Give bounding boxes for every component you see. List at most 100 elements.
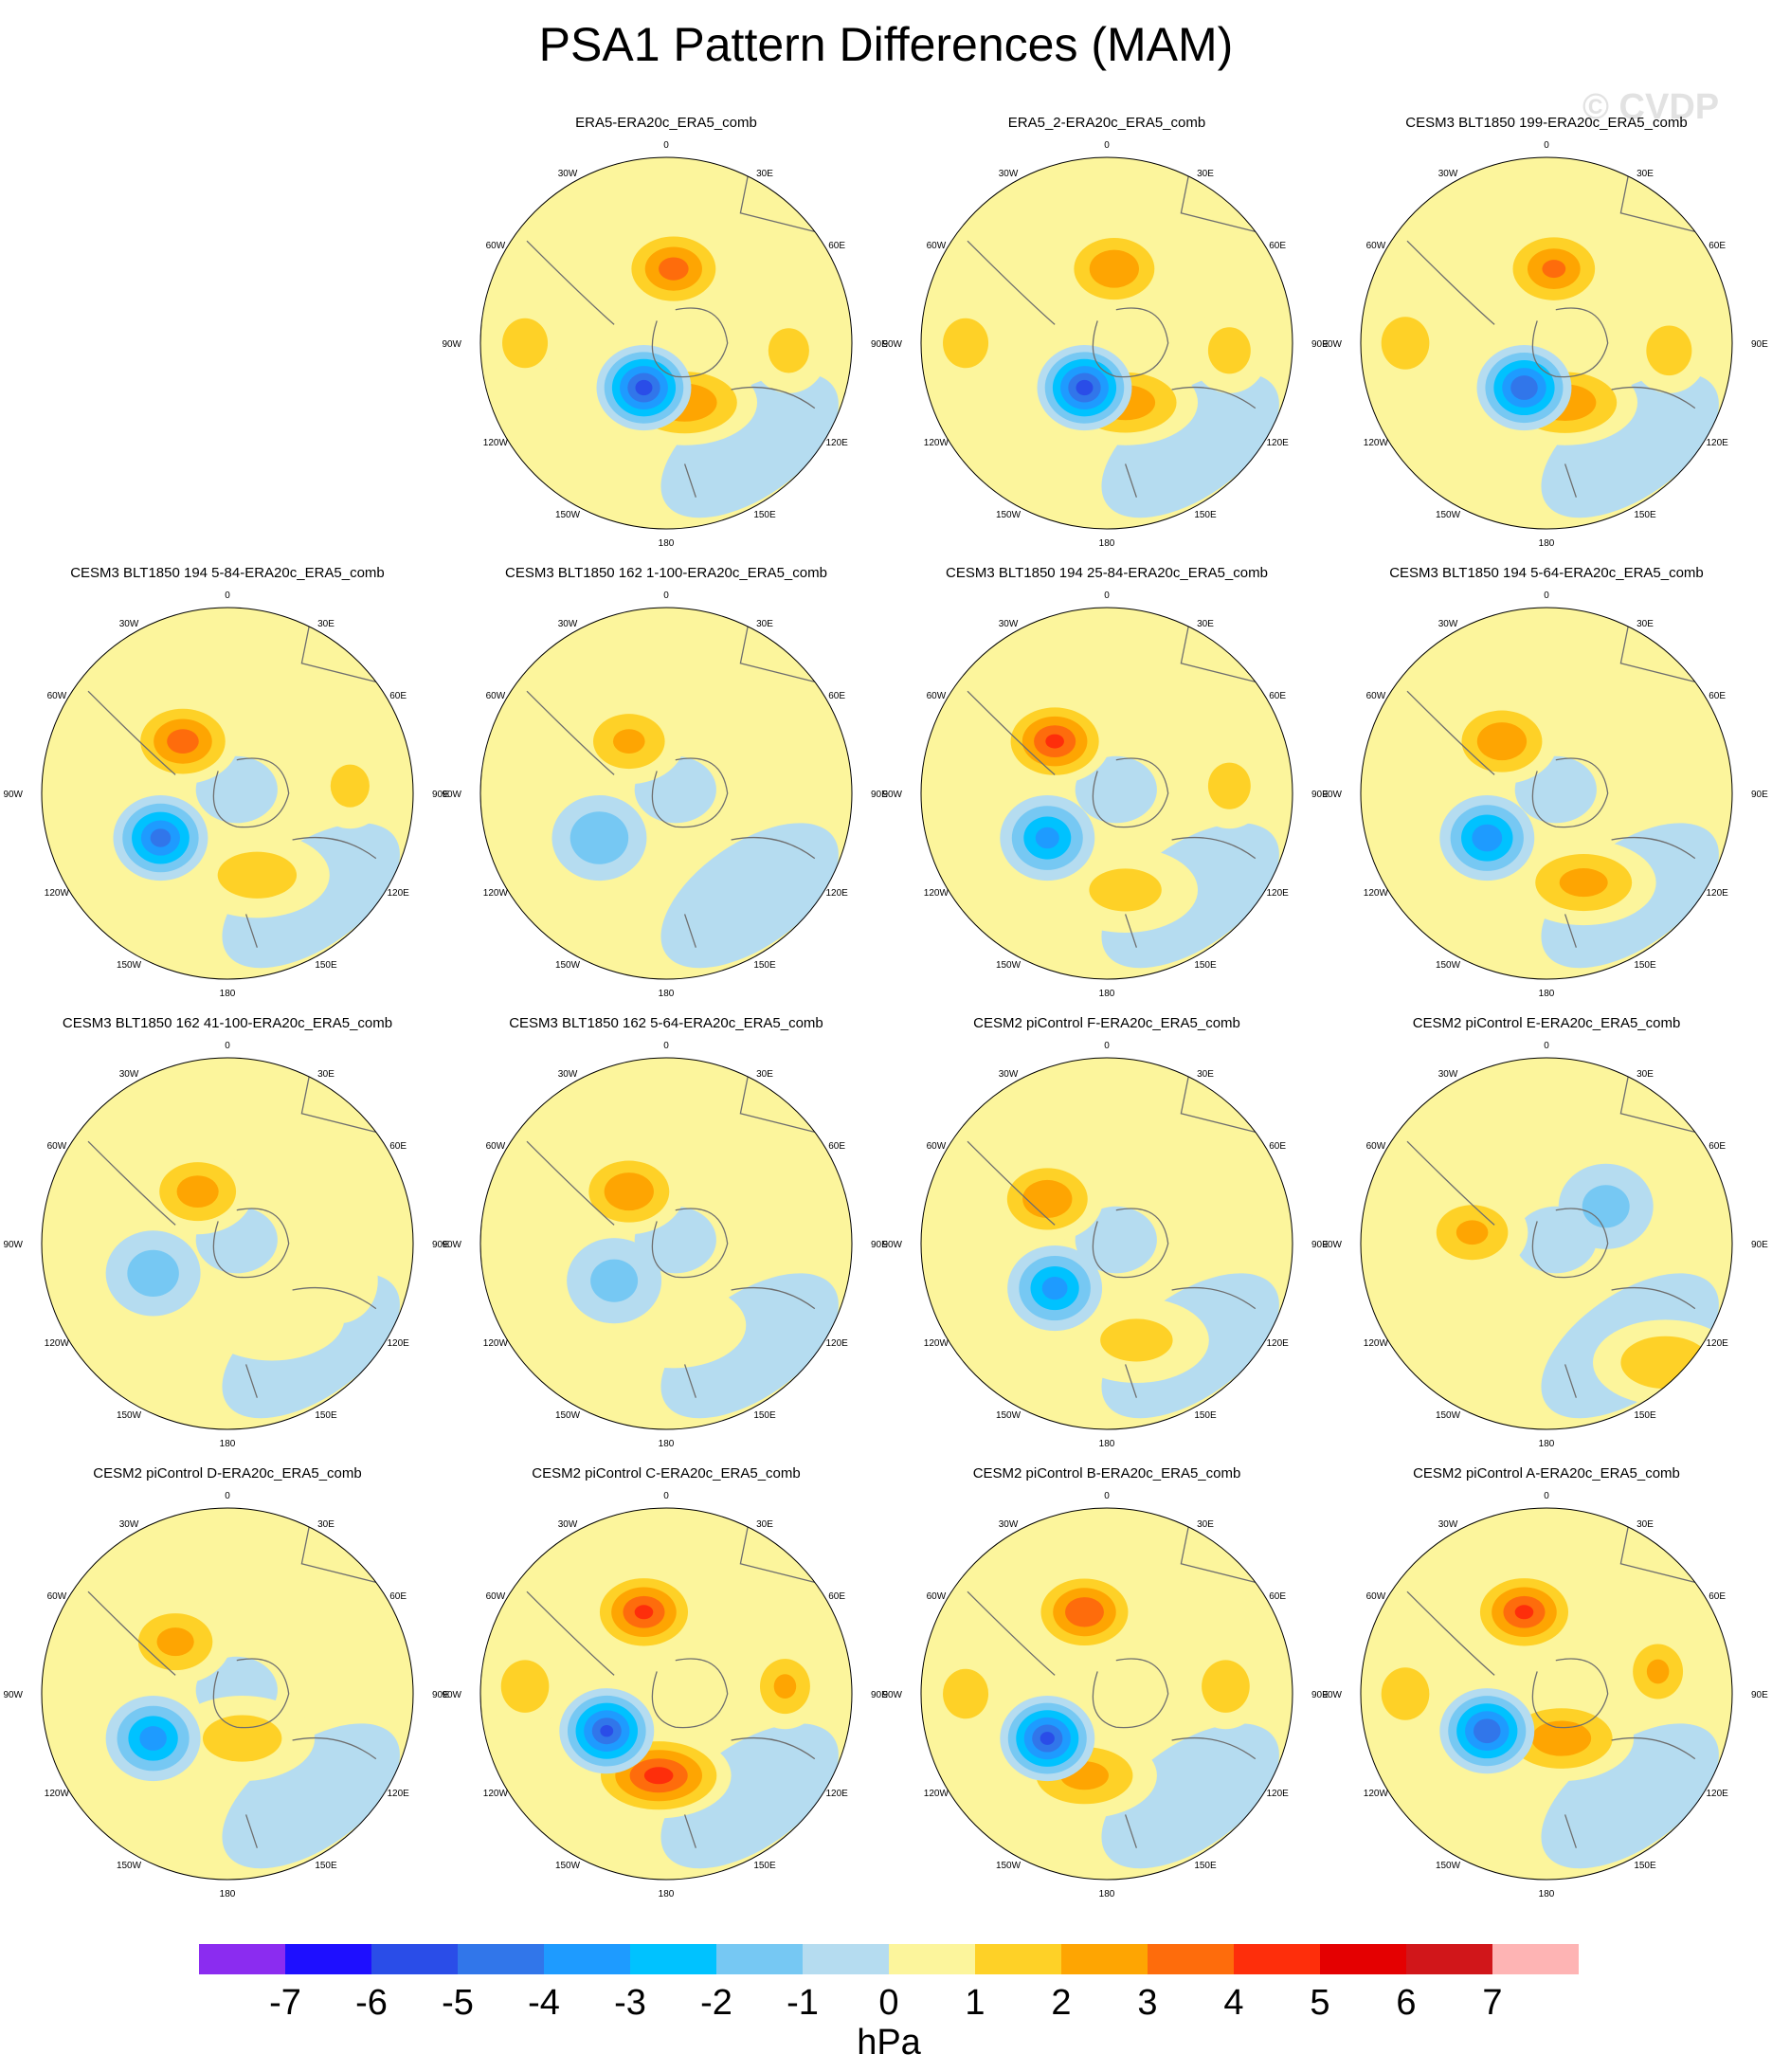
anomaly-high-west xyxy=(1381,1667,1430,1720)
longitude-label: 30W xyxy=(1438,1519,1458,1530)
longitude-label: 120E xyxy=(1706,888,1728,899)
longitude-label: 120E xyxy=(1266,1338,1289,1349)
coastline xyxy=(526,1517,816,1848)
panel-title: CESM2 piControl C-ERA20c_ERA5_comb xyxy=(532,1465,801,1481)
longitude-label: 30E xyxy=(317,1069,335,1080)
longitude-label: 180 xyxy=(659,1889,675,1899)
anomaly-high-east xyxy=(1646,1659,1670,1684)
longitude-label: 90E xyxy=(1311,339,1329,350)
anomaly-high-east xyxy=(768,328,809,373)
longitude-label: 30E xyxy=(756,619,773,629)
anomaly-high-north xyxy=(176,1175,219,1209)
longitude-label: 30W xyxy=(558,169,578,179)
coastline xyxy=(1406,1066,1696,1398)
polar-map-panel xyxy=(42,1508,413,1880)
longitude-label: 150W xyxy=(555,510,581,520)
map-border xyxy=(1360,1507,1733,1881)
longitude-label: 120E xyxy=(1706,438,1728,448)
anomaly-high-east xyxy=(1202,1660,1250,1713)
longitude-label: 90W xyxy=(442,1690,461,1700)
longitude-label: 60W xyxy=(927,241,947,251)
anomaly-high-south xyxy=(217,851,298,899)
antarctic-region xyxy=(1075,1656,1157,1724)
colorbar-swatch xyxy=(803,1944,889,1974)
colorbar-outline xyxy=(199,1944,1579,1974)
longitude-label: 150E xyxy=(315,960,337,971)
longitude-label: 90E xyxy=(1311,1240,1329,1250)
longitude-label: 180 xyxy=(220,989,236,999)
map-border xyxy=(479,1057,853,1430)
coastline xyxy=(1406,166,1696,498)
longitude-label: 150W xyxy=(117,1861,142,1871)
colorbar-swatch xyxy=(285,1944,371,1974)
panel-title: CESM2 piControl A-ERA20c_ERA5_comb xyxy=(1413,1465,1680,1481)
longitude-label: 150W xyxy=(1436,1861,1461,1871)
longitude-label: 60W xyxy=(1366,241,1386,251)
map-border xyxy=(479,1507,853,1881)
longitude-label: 30E xyxy=(1636,169,1654,179)
polar-map-panel xyxy=(1361,157,1732,529)
longitude-label: 60E xyxy=(828,1141,845,1152)
anomaly-low xyxy=(1472,824,1503,852)
anomaly-high-east xyxy=(773,1674,797,1699)
anomaly-high-east xyxy=(1207,327,1251,374)
longitude-label: 150E xyxy=(315,1861,337,1871)
colorbar-swatch xyxy=(1406,1944,1492,1974)
anomaly-low xyxy=(1510,375,1538,400)
longitude-label: 30E xyxy=(317,1519,335,1530)
longitude-label: 0 xyxy=(1544,140,1549,151)
longitude-label: 150W xyxy=(996,960,1022,971)
anomaly-high-east xyxy=(1646,325,1692,376)
longitude-label: 0 xyxy=(1104,1491,1110,1501)
longitude-label: 120W xyxy=(1364,1789,1389,1799)
longitude-label: 60W xyxy=(486,1141,506,1152)
longitude-label: 30E xyxy=(1636,1519,1654,1530)
negative-region xyxy=(660,373,839,518)
longitude-label: 30E xyxy=(1197,1519,1214,1530)
anomaly-high-west xyxy=(943,318,989,369)
longitude-label: 90W xyxy=(882,1240,902,1250)
panel-title: CESM3 BLT1850 194 5-84-ERA20c_ERA5_comb xyxy=(70,565,385,581)
longitude-label: 120W xyxy=(483,888,509,899)
longitude-label: 180 xyxy=(220,1439,236,1449)
coastline xyxy=(1406,1517,1696,1848)
anomaly-high-south xyxy=(202,1715,282,1762)
longitude-label: 90E xyxy=(1751,339,1768,350)
map-border xyxy=(920,1507,1293,1881)
longitude-label: 150E xyxy=(315,1410,337,1421)
anomaly-low xyxy=(139,1726,167,1751)
longitude-label: 60E xyxy=(1269,241,1286,251)
anomaly-high-west xyxy=(1381,317,1430,370)
longitude-label: 120E xyxy=(1706,1338,1728,1349)
colorbar-tick-label: 1 xyxy=(965,1983,985,2023)
anomaly-high-south xyxy=(643,1767,674,1785)
longitude-label: 60W xyxy=(1366,1141,1386,1152)
longitude-label: 60E xyxy=(1709,1141,1726,1152)
anomaly-high-north xyxy=(156,1627,194,1657)
longitude-label: 90W xyxy=(1322,1240,1342,1250)
anomaly-low xyxy=(1582,1185,1630,1228)
negative-region xyxy=(1101,1723,1279,1869)
longitude-label: 60E xyxy=(389,1141,407,1152)
longitude-label: 30E xyxy=(1636,619,1654,629)
longitude-label: 90E xyxy=(871,790,888,800)
colorbar-tick-label: -5 xyxy=(442,1983,474,2023)
longitude-label: 150W xyxy=(117,1410,142,1421)
anomaly-high-north xyxy=(1022,1179,1073,1218)
coastline xyxy=(967,616,1257,948)
longitude-label: 150W xyxy=(555,1410,581,1421)
longitude-label: 90W xyxy=(882,1690,902,1700)
longitude-label: 120E xyxy=(825,438,848,448)
polar-map-panel xyxy=(42,608,413,979)
negative-region xyxy=(222,1723,400,1869)
longitude-label: 90E xyxy=(871,1690,888,1700)
map-border xyxy=(479,607,853,980)
longitude-label: 120W xyxy=(1364,888,1389,899)
anomaly-high-north xyxy=(1089,249,1139,288)
panel-title: CESM2 piControl E-ERA20c_ERA5_comb xyxy=(1412,1015,1681,1031)
longitude-label: 120W xyxy=(483,1789,509,1799)
longitude-label: 150E xyxy=(1194,1861,1217,1871)
longitude-label: 60E xyxy=(1709,691,1726,701)
longitude-label: 30W xyxy=(558,619,578,629)
longitude-label: 120W xyxy=(1364,438,1389,448)
